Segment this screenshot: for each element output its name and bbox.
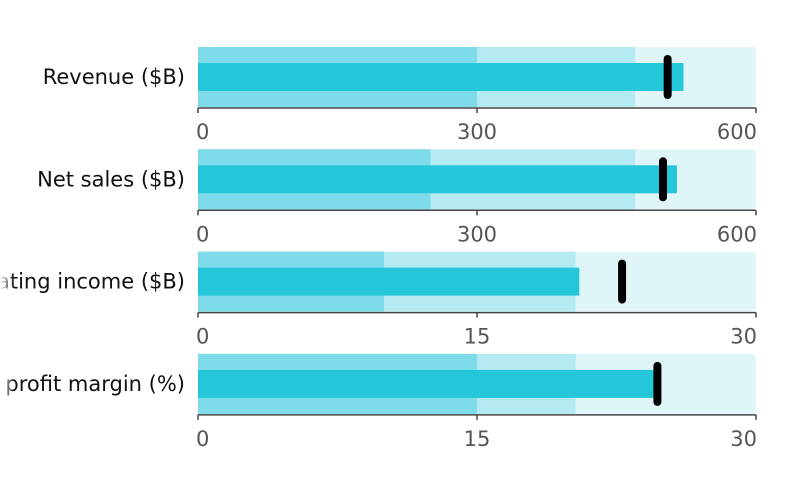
row-label: Net profit margin (%) [0, 372, 185, 396]
tick-label: 0 [196, 120, 209, 144]
tick-label: 600 [717, 222, 757, 246]
row-label: Net sales ($B) [37, 167, 185, 191]
target-marker [653, 361, 662, 406]
tick-label: 0 [196, 427, 209, 451]
target-marker [618, 259, 627, 304]
value-bar [198, 267, 580, 296]
tick-label: 300 [457, 222, 497, 246]
value-bar [198, 165, 677, 194]
bullet-row: 0 300 600 Revenue ($B) [43, 47, 757, 144]
tick-label: 0 [196, 325, 209, 349]
bullet-row: 0 15 30 Net profit margin (%) [0, 353, 757, 451]
label-fade [0, 0, 14, 494]
bullet-row: 0 300 600 Net sales ($B) [37, 149, 757, 246]
tick-label: 600 [717, 120, 757, 144]
value-bar [198, 369, 660, 398]
target-marker [663, 55, 672, 99]
tick-label: 30 [730, 325, 757, 349]
row-label: Operating income ($B) [0, 270, 185, 294]
tick-label: 300 [457, 120, 497, 144]
value-bar [198, 63, 684, 91]
bullet-row: 0 15 30 Operating income ($B) [0, 251, 757, 349]
tick-label: 15 [464, 427, 491, 451]
tick-label: 15 [464, 325, 491, 349]
target-marker [659, 157, 667, 202]
tick-label: 30 [730, 427, 757, 451]
tick-label: 0 [196, 222, 209, 246]
row-label: Revenue ($B) [43, 65, 185, 89]
